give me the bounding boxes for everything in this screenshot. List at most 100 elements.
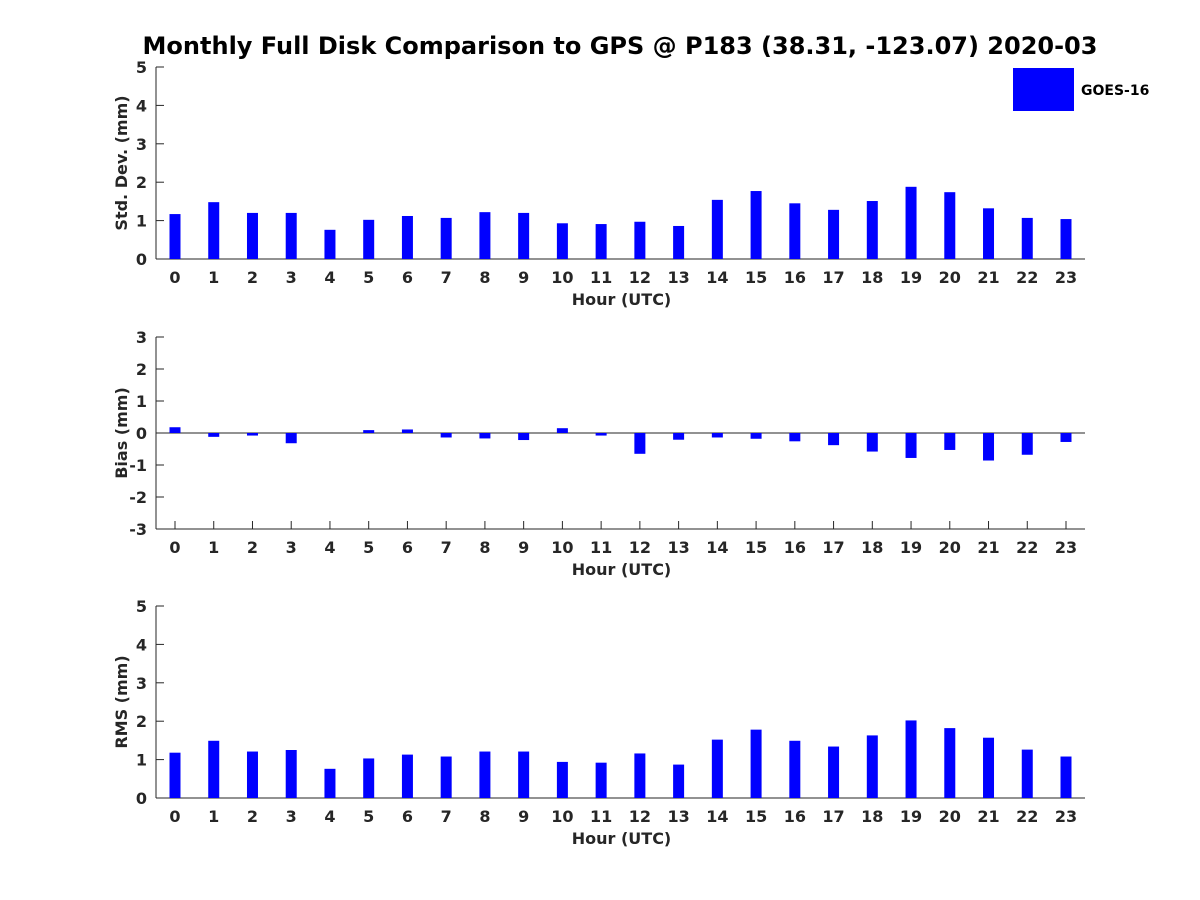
bar bbox=[673, 433, 685, 440]
bar bbox=[169, 427, 181, 433]
x-axis-label: Hour (UTC) bbox=[572, 560, 672, 579]
x-tick-label: 4 bbox=[324, 268, 335, 287]
bar bbox=[983, 737, 995, 798]
y-tick-label: -3 bbox=[129, 520, 147, 539]
x-tick-label: 23 bbox=[1055, 807, 1077, 826]
x-tick-label: 17 bbox=[822, 268, 844, 287]
x-tick-label: 9 bbox=[518, 807, 529, 826]
bar bbox=[828, 209, 840, 259]
bar bbox=[208, 202, 220, 259]
bar bbox=[711, 199, 723, 259]
x-tick-label: 7 bbox=[441, 807, 452, 826]
bar bbox=[285, 433, 297, 444]
bar bbox=[750, 729, 762, 798]
bar bbox=[556, 223, 568, 259]
bar bbox=[750, 191, 762, 259]
x-tick-label: 20 bbox=[939, 807, 961, 826]
bar bbox=[1021, 749, 1033, 798]
x-tick-label: 21 bbox=[977, 538, 999, 557]
legend: GOES-16 bbox=[1013, 68, 1149, 111]
x-tick-label: 17 bbox=[822, 807, 844, 826]
x-tick-label: 13 bbox=[667, 807, 689, 826]
x-tick-label: 15 bbox=[745, 807, 767, 826]
x-tick-label: 6 bbox=[402, 807, 413, 826]
x-tick-label: 4 bbox=[324, 807, 335, 826]
x-tick-label: 2 bbox=[247, 538, 258, 557]
x-axis-label: Hour (UTC) bbox=[572, 290, 672, 309]
x-tick-label: 0 bbox=[169, 268, 180, 287]
x-tick-label: 14 bbox=[706, 807, 728, 826]
bar bbox=[1060, 433, 1072, 442]
bar bbox=[518, 433, 530, 441]
bar bbox=[711, 433, 723, 438]
x-tick-label: 22 bbox=[1016, 538, 1038, 557]
chart-title: Monthly Full Disk Comparison to GPS @ P1… bbox=[143, 32, 1098, 60]
bar bbox=[905, 433, 917, 458]
x-tick-label: 11 bbox=[590, 538, 612, 557]
x-tick-label: 9 bbox=[518, 268, 529, 287]
x-tick-label: 23 bbox=[1055, 538, 1077, 557]
bar bbox=[711, 739, 723, 798]
x-tick-label: 8 bbox=[479, 807, 490, 826]
x-tick-label: 9 bbox=[518, 538, 529, 557]
bar bbox=[944, 728, 956, 798]
bar bbox=[285, 750, 297, 798]
y-axis-label: Std. Dev. (mm) bbox=[112, 95, 131, 230]
bar bbox=[518, 212, 530, 259]
bar bbox=[634, 433, 646, 454]
x-tick-label: 19 bbox=[900, 807, 922, 826]
x-tick-label: 11 bbox=[590, 807, 612, 826]
bar bbox=[440, 217, 452, 259]
x-tick-label: 18 bbox=[861, 538, 883, 557]
bar bbox=[905, 720, 917, 798]
y-tick-label: 4 bbox=[136, 635, 147, 654]
y-tick-label: 2 bbox=[136, 173, 147, 192]
x-tick-label: 10 bbox=[551, 268, 573, 287]
bar bbox=[634, 753, 646, 798]
bar bbox=[789, 203, 801, 259]
x-axis-label: Hour (UTC) bbox=[572, 829, 672, 848]
legend-swatch bbox=[1013, 68, 1074, 111]
x-tick-label: 5 bbox=[363, 807, 374, 826]
x-tick-label: 2 bbox=[247, 807, 258, 826]
y-axis-label: RMS (mm) bbox=[112, 655, 131, 748]
x-tick-label: 2 bbox=[247, 268, 258, 287]
x-tick-label: 8 bbox=[479, 268, 490, 287]
x-tick-label: 14 bbox=[706, 268, 728, 287]
bar bbox=[246, 212, 258, 259]
y-tick-label: 5 bbox=[136, 58, 147, 77]
x-tick-label: 3 bbox=[286, 807, 297, 826]
y-tick-label: 3 bbox=[136, 674, 147, 693]
y-tick-label: 1 bbox=[136, 212, 147, 231]
x-tick-label: 23 bbox=[1055, 268, 1077, 287]
bar bbox=[518, 751, 530, 798]
x-tick-label: 21 bbox=[977, 807, 999, 826]
bar bbox=[866, 201, 878, 259]
bar bbox=[556, 428, 568, 433]
x-tick-label: 19 bbox=[900, 538, 922, 557]
x-tick-label: 20 bbox=[939, 268, 961, 287]
bar bbox=[944, 192, 956, 259]
bar bbox=[479, 751, 491, 798]
x-tick-label: 22 bbox=[1016, 807, 1038, 826]
x-tick-label: 3 bbox=[286, 538, 297, 557]
x-tick-label: 16 bbox=[784, 807, 806, 826]
x-tick-label: 10 bbox=[551, 538, 573, 557]
bar bbox=[905, 186, 917, 259]
bar bbox=[363, 430, 375, 433]
bar bbox=[479, 212, 491, 259]
y-tick-label: 4 bbox=[136, 96, 147, 115]
y-tick-label: 0 bbox=[136, 789, 147, 808]
bar bbox=[1021, 217, 1033, 259]
y-tick-label: -1 bbox=[129, 456, 147, 475]
bar bbox=[1021, 433, 1033, 455]
legend-label: GOES-16 bbox=[1081, 83, 1149, 99]
bar bbox=[789, 740, 801, 798]
x-tick-label: 12 bbox=[629, 538, 651, 557]
x-tick-label: 7 bbox=[441, 538, 452, 557]
bar bbox=[983, 433, 995, 461]
